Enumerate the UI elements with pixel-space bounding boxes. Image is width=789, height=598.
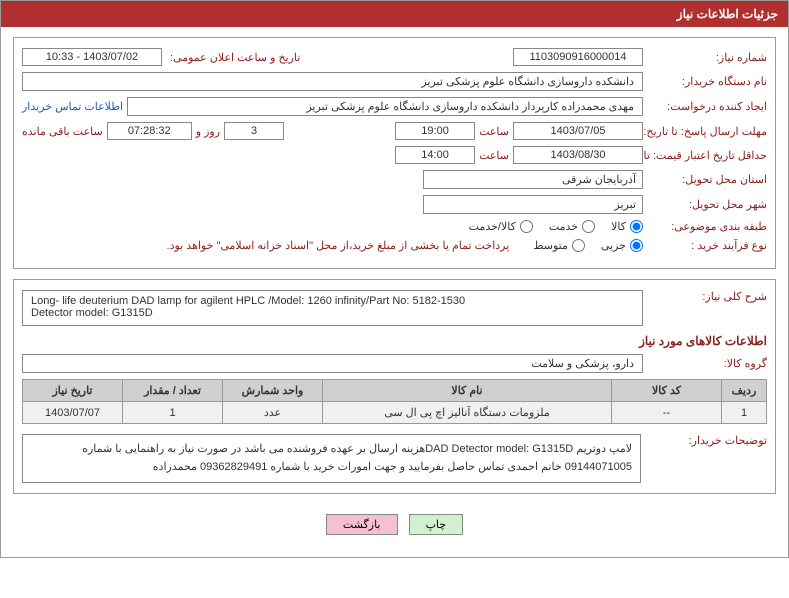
- th-date: تاریخ نیاز: [23, 380, 123, 402]
- time-label-2: ساعت: [479, 149, 509, 162]
- radio-medium[interactable]: متوسط: [533, 239, 585, 252]
- requester-field: مهدی محمدزاده کارپرداز دانشکده داروسازی …: [127, 97, 643, 116]
- back-button[interactable]: بازگشت: [326, 514, 398, 535]
- validity-date-field: 1403/08/30: [513, 146, 643, 164]
- description-fieldset: شرح کلی نیاز: Long- life deuterium DAD l…: [13, 279, 776, 494]
- radio-both-input[interactable]: [520, 220, 533, 233]
- days-and-label: روز و: [196, 125, 220, 138]
- requester-label: ایجاد کننده درخواست:: [647, 100, 767, 113]
- category-radio-group: کالا خدمت کالا/خدمت: [469, 220, 643, 233]
- radio-goods[interactable]: کالا: [611, 220, 643, 233]
- buyer-org-field: دانشکده داروسازی دانشگاه علوم پزشکی تبری…: [22, 72, 643, 91]
- td-name: ملزومات دستگاه آنالیز اچ پی ال سی: [323, 402, 612, 424]
- td-unit: عدد: [223, 402, 323, 424]
- group-field: دارو، پزشکی و سلامت: [22, 354, 643, 373]
- th-name: نام کالا: [323, 380, 612, 402]
- td-qty: 1: [123, 402, 223, 424]
- desc-field: Long- life deuterium DAD lamp for agilen…: [22, 290, 643, 326]
- button-row: چاپ بازگشت: [13, 504, 776, 547]
- td-date: 1403/07/07: [23, 402, 123, 424]
- th-row: ردیف: [722, 380, 767, 402]
- process-label: نوع فرآیند خرید :: [647, 239, 767, 252]
- buyer-notes-field: لامپ دوتریم DAD Detector model: G1315Dهز…: [22, 434, 641, 483]
- panel-header: جزئیات اطلاعات نیاز: [1, 1, 788, 27]
- desc-line2: Detector model: G1315D: [31, 307, 634, 319]
- group-label: گروه کالا:: [647, 357, 767, 370]
- remaining-label: ساعت باقی مانده: [22, 125, 103, 138]
- province-label: استان محل تحویل:: [647, 173, 767, 186]
- validity-time-field: 14:00: [395, 146, 475, 164]
- deadline-label: مهلت ارسال پاسخ: تا تاریخ:: [647, 125, 767, 138]
- announce-date-label: تاریخ و ساعت اعلان عمومی:: [166, 51, 300, 64]
- td-code: --: [612, 402, 722, 424]
- main-fieldset: شماره نیاز: 1103090916000014 تاریخ و ساع…: [13, 37, 776, 269]
- process-note: پرداخت تمام یا بخشی از مبلغ خرید،از محل …: [167, 239, 510, 252]
- announce-date-field: 1403/07/02 - 10:33: [22, 48, 162, 66]
- desc-line1: Long- life deuterium DAD lamp for agilen…: [31, 295, 634, 307]
- items-table: ردیف کد کالا نام کالا واحد شمارش تعداد /…: [22, 379, 767, 424]
- radio-goods-input[interactable]: [630, 220, 643, 233]
- buyer-org-label: نام دستگاه خریدار:: [647, 75, 767, 88]
- deadline-date-field: 1403/07/05: [513, 122, 643, 140]
- table-header-row: ردیف کد کالا نام کالا واحد شمارش تعداد /…: [23, 380, 767, 402]
- province-field: آذربایجان شرقی: [423, 170, 643, 189]
- content-area: شماره نیاز: 1103090916000014 تاریخ و ساع…: [1, 27, 788, 557]
- table-row: 1 -- ملزومات دستگاه آنالیز اچ پی ال سی ع…: [23, 402, 767, 424]
- radio-service[interactable]: خدمت: [549, 220, 595, 233]
- panel-title: جزئیات اطلاعات نیاز: [677, 7, 778, 21]
- time-label-1: ساعت: [479, 125, 509, 138]
- td-row: 1: [722, 402, 767, 424]
- radio-partial[interactable]: جزیی: [601, 239, 643, 252]
- th-unit: واحد شمارش: [223, 380, 323, 402]
- request-no-label: شماره نیاز:: [647, 51, 767, 64]
- city-label: شهر محل تحویل:: [647, 198, 767, 211]
- remaining-days-field: 3: [224, 122, 284, 140]
- radio-medium-input[interactable]: [572, 239, 585, 252]
- th-qty: تعداد / مقدار: [123, 380, 223, 402]
- process-radio-group: جزیی متوسط: [533, 239, 643, 252]
- validity-label: حداقل تاریخ اعتبار قیمت: تا تاریخ:: [627, 149, 767, 162]
- category-label: طبقه بندی موضوعی:: [647, 220, 767, 233]
- print-button[interactable]: چاپ: [409, 514, 464, 535]
- buyer-contact-link[interactable]: اطلاعات تماس خریدار: [22, 100, 123, 113]
- deadline-time-field: 19:00: [395, 122, 475, 140]
- radio-service-input[interactable]: [582, 220, 595, 233]
- remaining-time-field: 07:28:32: [107, 122, 192, 140]
- buyer-notes-label: توضیحات خریدار:: [647, 434, 767, 447]
- radio-partial-input[interactable]: [630, 239, 643, 252]
- city-field: تبریز: [423, 195, 643, 214]
- request-no-field: 1103090916000014: [513, 48, 643, 66]
- desc-label: شرح کلی نیاز:: [647, 290, 767, 303]
- items-section-title: اطلاعات کالاهای مورد نیاز: [22, 334, 767, 348]
- radio-both[interactable]: کالا/خدمت: [469, 220, 533, 233]
- th-code: کد کالا: [612, 380, 722, 402]
